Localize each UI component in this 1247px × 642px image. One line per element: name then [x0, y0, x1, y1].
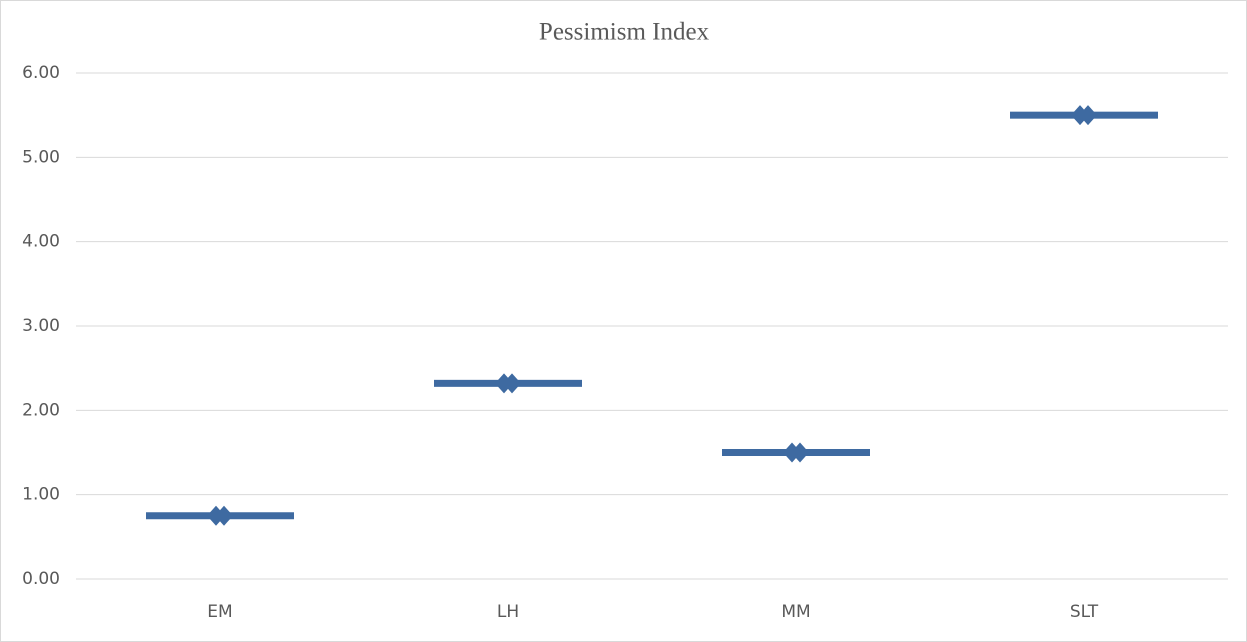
y-tick-label: 0.00 [22, 569, 60, 589]
marker [495, 373, 521, 394]
y-tick-label: 2.00 [22, 400, 60, 420]
y-tick-label: 4.00 [22, 232, 60, 252]
y-tick-label: 6.00 [22, 63, 60, 83]
y-tick-label: 1.00 [22, 485, 60, 505]
y-tick-label: 5.00 [22, 147, 60, 167]
x-tick-label: EM [207, 602, 232, 622]
chart-title: Pessimism Index [539, 19, 710, 46]
y-tick-label: 3.00 [22, 316, 60, 336]
x-tick-label: MM [781, 602, 810, 622]
marker [1071, 105, 1097, 126]
marker [207, 505, 233, 526]
x-tick-label: SLT [1070, 602, 1099, 622]
marker [783, 442, 809, 463]
x-tick-label: LH [497, 602, 519, 622]
